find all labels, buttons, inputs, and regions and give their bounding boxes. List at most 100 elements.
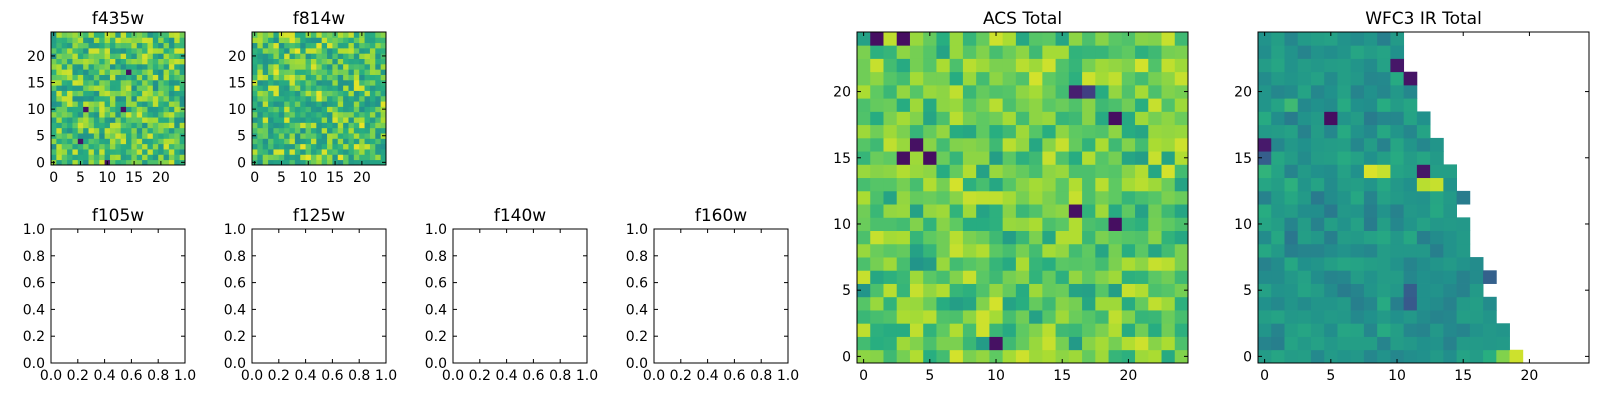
heatmap-cell	[77, 138, 84, 145]
heatmap-cell	[1055, 45, 1070, 59]
heatmap-cell	[310, 106, 317, 113]
heatmap-cell	[104, 74, 111, 81]
heatmap-cell	[51, 154, 57, 161]
heatmap-cell	[1068, 98, 1083, 112]
heatmap-cell	[147, 53, 154, 59]
heatmap-cell	[936, 45, 951, 59]
heatmap-cell	[104, 101, 111, 107]
heatmap-cell	[252, 90, 258, 97]
heatmap-cell	[870, 230, 884, 245]
heatmap-cell	[1297, 137, 1312, 152]
heatmap-cell	[909, 98, 924, 112]
heatmap-cell	[343, 69, 349, 75]
heatmap-cell	[962, 32, 977, 46]
heatmap-cell	[316, 133, 323, 139]
heatmap-cell	[1337, 151, 1352, 165]
heatmap-cell	[294, 79, 301, 86]
heatmap-cell	[1108, 84, 1123, 99]
heatmap-cell	[1310, 151, 1325, 165]
heatmap-cell	[1271, 98, 1285, 112]
heatmap-cell	[257, 74, 264, 81]
heatmap-cell	[380, 154, 387, 161]
heatmap-cell	[380, 37, 387, 44]
heatmap-cell	[369, 159, 376, 166]
heatmap-cell	[1350, 111, 1365, 126]
heatmap-cell	[1350, 217, 1365, 231]
heatmap-cell	[1443, 164, 1457, 179]
heatmap-cell	[67, 63, 73, 70]
heatmap-cell	[126, 90, 132, 97]
heatmap-cell	[104, 95, 111, 102]
heatmap-cell	[284, 154, 290, 161]
heatmap-cell	[1029, 257, 1043, 271]
heatmap-cell	[262, 111, 269, 118]
heatmap-cell	[131, 154, 138, 161]
heatmap-cell	[316, 37, 323, 44]
heatmap-cell	[147, 159, 154, 166]
heatmap-cell	[909, 84, 924, 99]
heatmap-cell	[332, 117, 339, 123]
heatmap-cell	[61, 117, 68, 123]
heatmap-cell	[179, 154, 186, 161]
heatmap-cell	[896, 323, 911, 337]
heatmap-cell	[1082, 177, 1096, 192]
heatmap-cell	[1390, 137, 1405, 152]
heatmap-cell	[870, 164, 884, 179]
heatmap-cell	[327, 58, 333, 65]
heatmap-cell	[268, 122, 274, 129]
heatmap-cell	[332, 47, 339, 54]
y-tick-label: 0.2	[626, 329, 648, 345]
heatmap-cell	[289, 159, 296, 166]
heatmap-cell	[348, 159, 355, 166]
heatmap-cell	[294, 154, 301, 161]
heatmap-cell	[289, 122, 296, 129]
heatmap-cell	[1377, 336, 1391, 351]
heatmap-cell	[262, 154, 269, 161]
heatmap-cell	[126, 85, 132, 91]
heatmap-cell	[136, 37, 143, 44]
heatmap-cell	[1029, 230, 1043, 245]
heatmap-cell	[1337, 71, 1352, 86]
heatmap-cell	[1095, 257, 1109, 271]
heatmap-cell	[163, 138, 170, 145]
heatmap-cell	[364, 53, 371, 59]
heatmap-cell	[262, 106, 269, 113]
heatmap-cell	[337, 149, 344, 155]
heatmap-cell	[989, 137, 1004, 152]
heatmap-cell	[131, 47, 138, 54]
heatmap-cell	[936, 137, 951, 152]
heatmap-cell	[1082, 164, 1096, 179]
heatmap-cell	[131, 133, 138, 139]
heatmap-cell	[257, 32, 264, 38]
heatmap-cell	[1148, 243, 1162, 258]
heatmap-cell	[321, 74, 328, 81]
heatmap-cell	[268, 79, 274, 86]
heatmap-cell	[316, 111, 323, 118]
heatmap-cell	[1443, 217, 1457, 231]
heatmap-cell	[179, 42, 186, 49]
heatmap-cell	[273, 122, 280, 129]
heatmap-cell	[1350, 58, 1365, 73]
heatmap-cell	[310, 154, 317, 161]
heatmap-cell	[1055, 296, 1070, 311]
heatmap-cell	[126, 143, 132, 150]
heatmap-cell	[949, 243, 964, 258]
heatmap-cell	[179, 149, 186, 155]
heatmap-cell	[1390, 164, 1405, 179]
heatmap-cell	[1403, 84, 1418, 99]
heatmap-cell	[337, 47, 344, 54]
heatmap-cell	[305, 117, 312, 123]
heatmap-cell	[1121, 137, 1136, 152]
heatmap-cell	[1135, 45, 1149, 59]
heatmap-cell	[1350, 71, 1365, 86]
heatmap-cell	[147, 127, 154, 134]
heatmap-cell	[1029, 270, 1043, 284]
heatmap-cell	[1443, 190, 1457, 205]
heatmap-cell	[158, 85, 164, 91]
heatmap-cell	[327, 74, 333, 81]
heatmap-cell	[51, 47, 57, 54]
heatmap-cell	[359, 69, 365, 75]
heatmap-cell	[257, 122, 264, 129]
heatmap-cell	[332, 69, 339, 75]
heatmap-cell	[337, 37, 344, 44]
